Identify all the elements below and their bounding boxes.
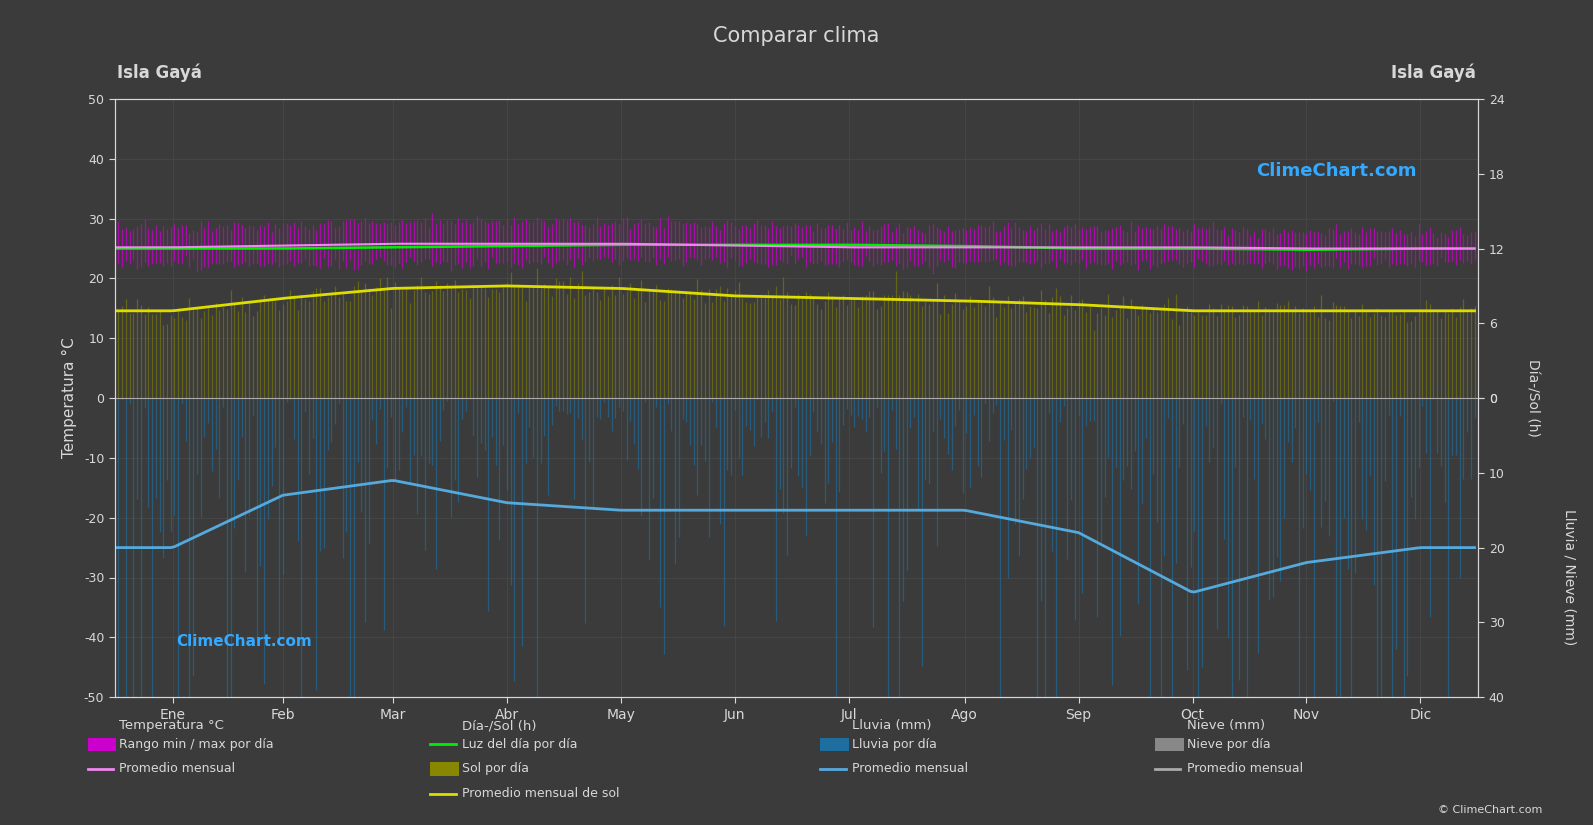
Text: ClimeChart.com: ClimeChart.com	[1257, 162, 1416, 180]
Text: Sol por día: Sol por día	[462, 762, 529, 776]
Y-axis label: Temperatura °C: Temperatura °C	[62, 337, 76, 459]
Text: Lluvia por día: Lluvia por día	[852, 738, 937, 751]
Text: Promedio mensual: Promedio mensual	[852, 762, 969, 776]
Y-axis label: Día-/Sol (h): Día-/Sol (h)	[1526, 359, 1539, 437]
Text: Comparar clima: Comparar clima	[714, 26, 879, 46]
Text: Nieve por día: Nieve por día	[1187, 738, 1270, 751]
Text: Lluvia (mm): Lluvia (mm)	[852, 719, 932, 733]
Text: Día-/Sol (h): Día-/Sol (h)	[462, 719, 537, 733]
Text: Promedio mensual: Promedio mensual	[119, 762, 236, 776]
Text: ClimeChart.com: ClimeChart.com	[177, 634, 312, 649]
Text: Rango min / max por día: Rango min / max por día	[119, 738, 274, 751]
Text: Lluvia / Nieve (mm): Lluvia / Nieve (mm)	[1563, 509, 1575, 646]
Text: Promedio mensual de sol: Promedio mensual de sol	[462, 787, 620, 800]
Text: Nieve (mm): Nieve (mm)	[1187, 719, 1265, 733]
Text: Luz del día por día: Luz del día por día	[462, 738, 578, 751]
Text: Promedio mensual: Promedio mensual	[1187, 762, 1303, 776]
Text: Temperatura °C: Temperatura °C	[119, 719, 225, 733]
Text: © ClimeChart.com: © ClimeChart.com	[1437, 805, 1542, 815]
Text: Isla Gayá: Isla Gayá	[1391, 64, 1475, 82]
Text: Isla Gayá: Isla Gayá	[118, 64, 202, 82]
